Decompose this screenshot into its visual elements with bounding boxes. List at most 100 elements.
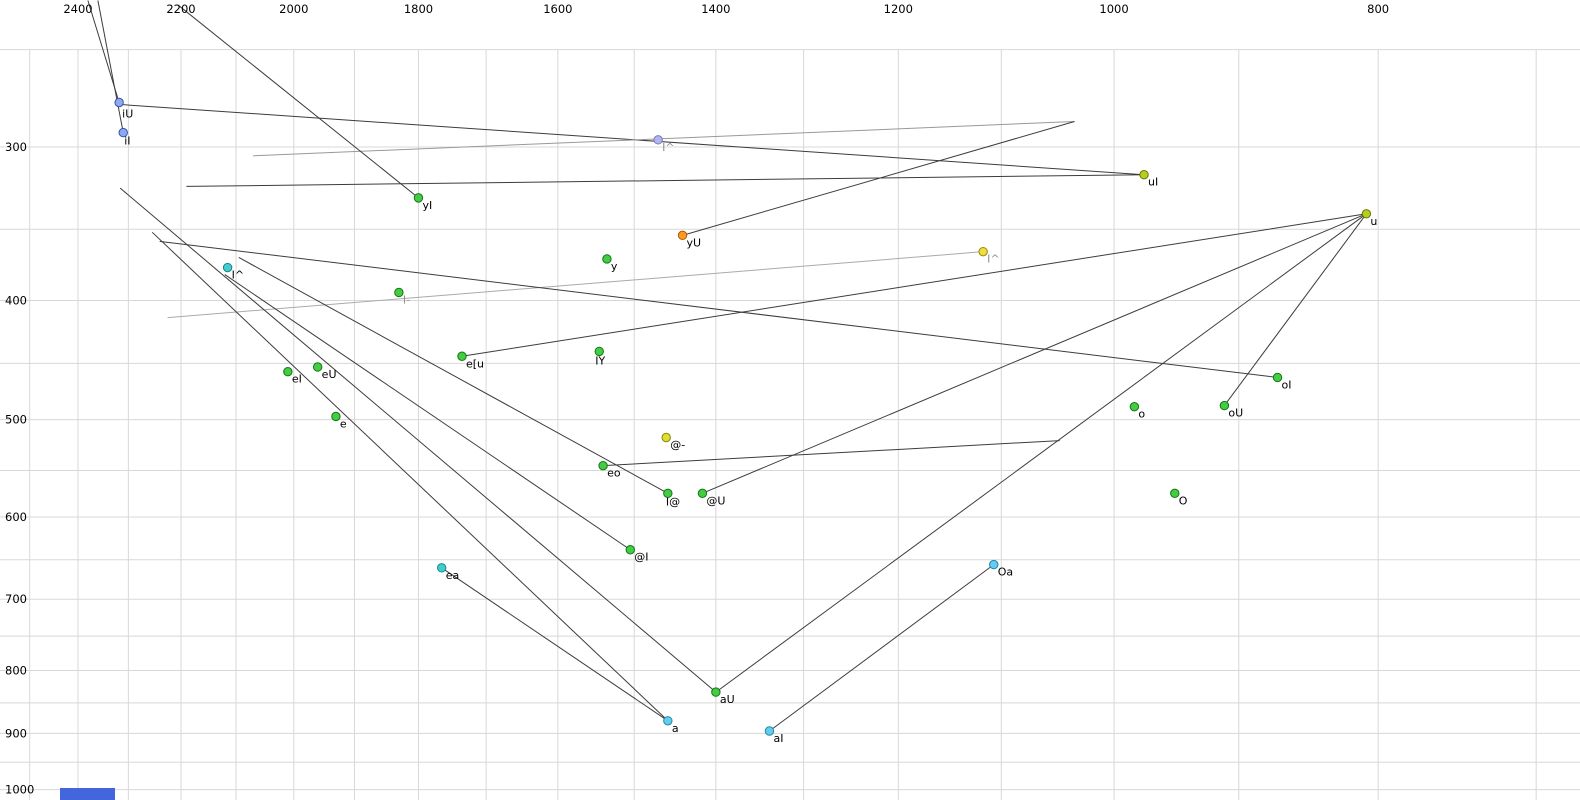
point-label-yU: yU xyxy=(687,236,702,249)
y-axis-tick-label: 600 xyxy=(5,510,27,524)
point-label-uI: uI xyxy=(1148,176,1158,189)
data-point-u[interactable] xyxy=(1361,209,1372,219)
point-label-eo: eo xyxy=(607,467,621,480)
point-label-I-: I- xyxy=(403,293,410,306)
data-point-aU[interactable] xyxy=(711,687,721,697)
trajectory-line xyxy=(441,567,669,722)
point-layer: iU iI I^ yI uI u yU y I^ I^ I-eI eU e[u e IY oI o oU @- eo I… xyxy=(114,97,1377,745)
trajectory-line xyxy=(682,121,1075,236)
trajectory-line xyxy=(119,187,717,693)
trajectory-line xyxy=(159,240,1278,378)
point-label-Oa: Oa xyxy=(998,566,1013,579)
point-label-u: u xyxy=(1370,215,1377,228)
y-axis-tick-label: 400 xyxy=(5,294,27,308)
data-point-aI[interactable] xyxy=(764,726,775,736)
point-label-@-: @- xyxy=(670,438,685,451)
data-point-O[interactable] xyxy=(1170,488,1180,499)
y-axis-tick-label: 700 xyxy=(5,592,27,606)
point-label-oU: oU xyxy=(1228,407,1243,420)
data-point-I@[interactable] xyxy=(663,488,673,499)
point-label-ea: ea xyxy=(446,569,460,582)
trajectory-line xyxy=(253,120,1075,157)
x-axis-tick-label: 2200 xyxy=(166,2,195,16)
data-point-I-[interactable] xyxy=(394,287,404,298)
data-point-yU[interactable] xyxy=(677,230,688,241)
data-point-e[interactable] xyxy=(331,411,341,422)
axis-layer: 2400 2200 2000 1800 1600 1400 1200 1000 800 300 40… xyxy=(5,2,1389,797)
trajectory-line xyxy=(702,213,1367,494)
point-label-I@: I@ xyxy=(666,495,680,508)
trajectory-line xyxy=(224,274,631,551)
grid-layer xyxy=(0,49,1580,800)
point-label-o: o xyxy=(1138,408,1145,421)
x-axis-tick-label: 1600 xyxy=(543,2,572,16)
trajectory-line xyxy=(167,251,984,319)
point-label-oI: oI xyxy=(1282,378,1292,391)
point-label-@U: @U xyxy=(706,494,725,507)
trajectory-line xyxy=(461,213,1367,357)
x-axis-tick-label: 1000 xyxy=(1099,2,1128,16)
data-point-oI[interactable] xyxy=(1272,372,1283,383)
point-label-e[u: e[u xyxy=(466,357,484,370)
data-point-@-[interactable] xyxy=(661,432,671,443)
point-label-a: a xyxy=(672,722,679,735)
data-point-a[interactable] xyxy=(663,716,673,726)
point-label-eI: eI xyxy=(292,373,302,386)
point-label-yI: yI xyxy=(422,199,432,212)
data-point-IY[interactable] xyxy=(594,346,604,357)
point-label-I^: I^ xyxy=(232,269,244,282)
trajectory-line xyxy=(715,213,1367,693)
data-point-I^[interactable] xyxy=(978,246,988,257)
trajectory-line xyxy=(603,440,1060,467)
data-point-y[interactable] xyxy=(602,254,612,264)
data-point-yI[interactable] xyxy=(413,193,424,203)
x-axis-tick-label: 1200 xyxy=(884,2,913,16)
data-point-Oa[interactable] xyxy=(989,559,999,570)
trajectory-line xyxy=(1223,213,1367,406)
data-point-oU[interactable] xyxy=(1219,400,1230,411)
data-point-o[interactable] xyxy=(1129,401,1140,412)
selection-highlight xyxy=(60,788,115,800)
point-label-iI: iI xyxy=(124,135,130,148)
y-axis-tick-label: 500 xyxy=(5,413,27,427)
x-axis-tick-label: 2000 xyxy=(279,2,308,16)
y-axis-tick-label: 900 xyxy=(5,726,27,740)
data-point-eI[interactable] xyxy=(283,366,293,377)
data-point-eo[interactable] xyxy=(598,460,608,471)
point-label-eU: eU xyxy=(322,368,337,381)
data-point-iI[interactable] xyxy=(118,127,128,138)
x-axis-tick-label: 800 xyxy=(1367,2,1389,16)
point-label-@I: @I xyxy=(634,551,648,564)
trajectory-line xyxy=(177,4,419,199)
data-point-iU[interactable] xyxy=(114,97,124,108)
y-axis-tick-label: 1000 xyxy=(5,783,34,797)
point-label-aU: aU xyxy=(720,693,735,706)
x-axis-tick-label: 1800 xyxy=(404,2,433,16)
data-point-uI[interactable] xyxy=(1139,170,1149,180)
data-point-@I[interactable] xyxy=(625,545,635,555)
data-point-eU[interactable] xyxy=(312,362,323,372)
point-label-O: O xyxy=(1179,494,1188,507)
y-axis-tick-label: 800 xyxy=(5,664,27,678)
point-label-y: y xyxy=(611,260,618,273)
data-point-I^[interactable] xyxy=(222,262,233,273)
x-axis-tick-label: 1400 xyxy=(701,2,730,16)
point-label-IY: IY xyxy=(595,354,605,367)
trajectory-line xyxy=(97,0,124,133)
x-axis-tick-label: 2400 xyxy=(63,2,92,16)
data-point-ea[interactable] xyxy=(436,563,447,573)
data-point-e[u[interactable] xyxy=(457,351,467,361)
data-point-I^[interactable] xyxy=(653,135,663,145)
point-label-I^: I^ xyxy=(662,141,674,154)
point-label-aI: aI xyxy=(773,732,783,745)
trajectory-line xyxy=(151,231,669,722)
trajectory-layer xyxy=(87,0,1367,732)
trajectory-line xyxy=(186,174,1145,187)
trajectory-line xyxy=(238,257,669,494)
point-label-e: e xyxy=(340,417,347,430)
data-point-@U[interactable] xyxy=(697,488,708,499)
trajectory-line xyxy=(769,564,995,732)
y-axis-tick-label: 300 xyxy=(5,140,27,154)
